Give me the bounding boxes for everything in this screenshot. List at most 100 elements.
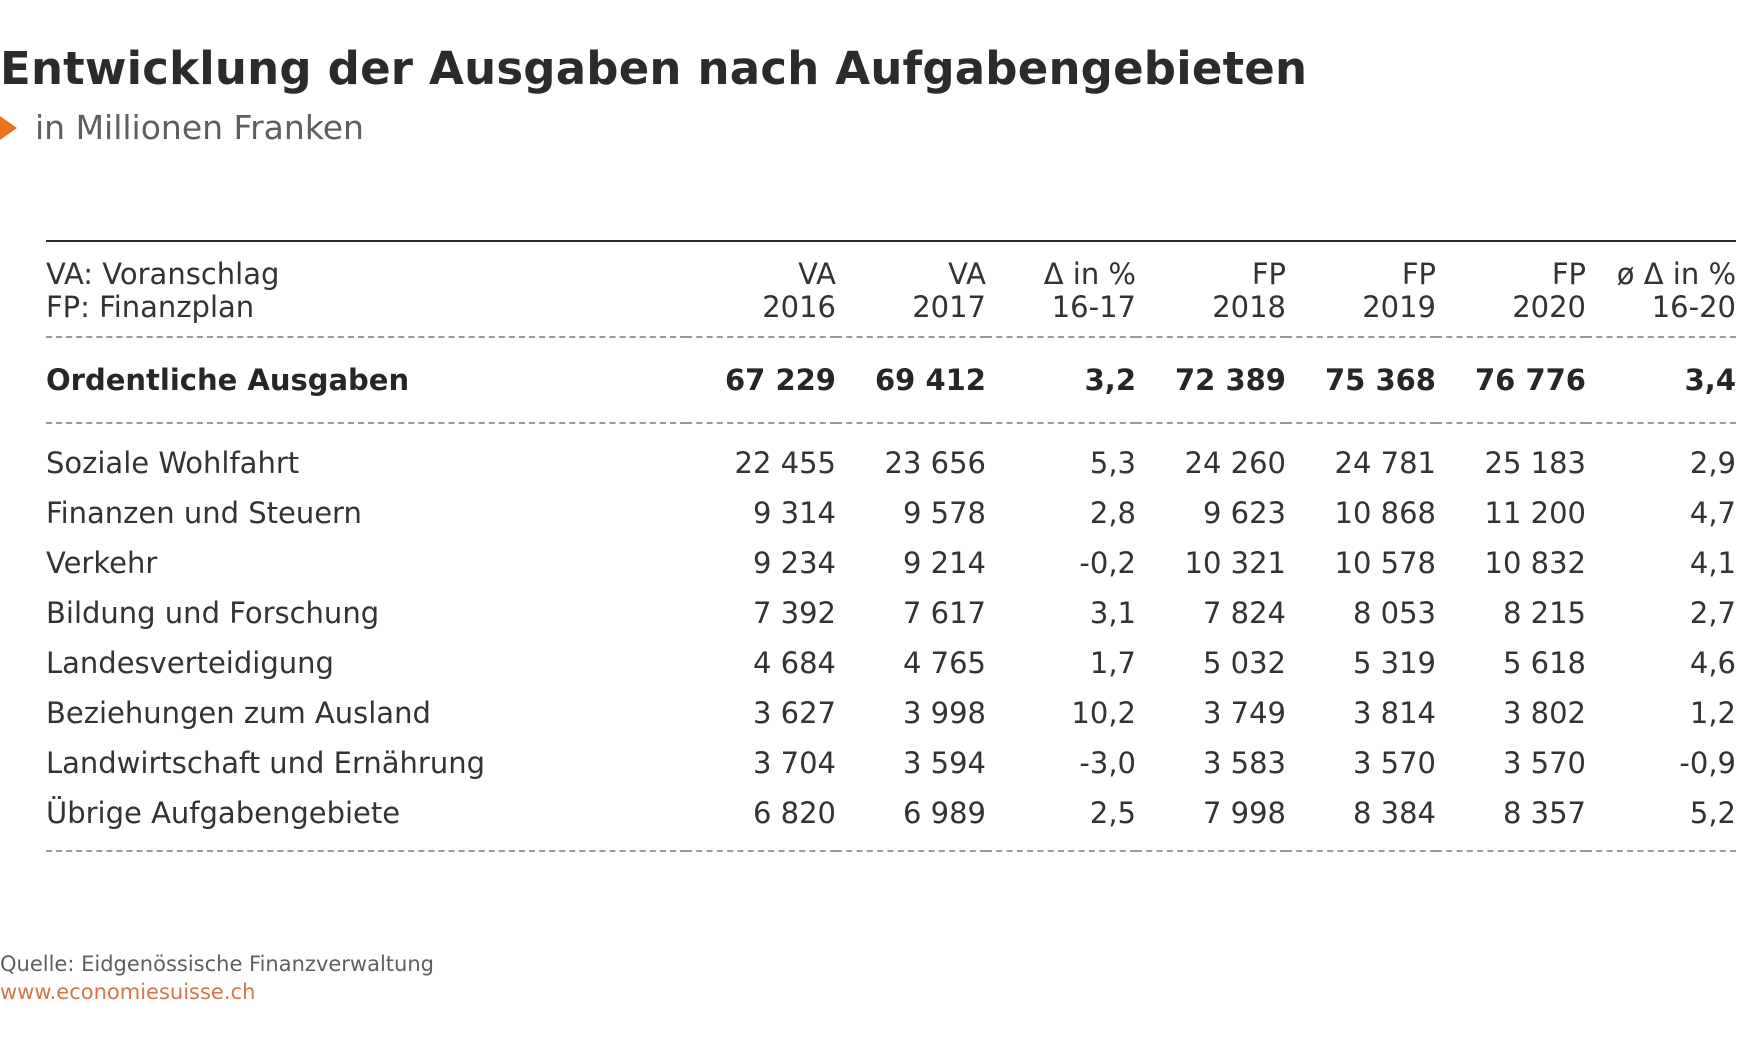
table-cell: 3,1	[1089, 596, 1136, 630]
table-row: Bildung und Forschung 7 392 7 617 3,1 7 824 8…	[46, 588, 1736, 638]
table-cell: 7 998	[1136, 788, 1286, 852]
total-cell: 69 412	[836, 337, 986, 424]
table-cell: 4 765	[902, 646, 986, 680]
table-cell: 7 392	[752, 596, 836, 630]
column-header-fp-2018: FP 2018	[1136, 241, 1286, 338]
table-cell: 8 215	[1502, 596, 1586, 630]
triangle-right-icon	[0, 115, 17, 140]
table-cell: 2,9	[1689, 446, 1736, 480]
table-cell: 3 802	[1502, 696, 1586, 730]
table-cell: 8 384	[1286, 788, 1436, 852]
table-row: Beziehungen zum Ausland 3 627 3 998 10,2 3 7…	[46, 688, 1736, 738]
row-label: Übrige Aufgabengebiete	[46, 788, 686, 852]
table-cell: 1,2	[1689, 696, 1736, 730]
table-cell: 9 314	[752, 496, 836, 530]
column-header-line2: 2016	[762, 290, 836, 324]
table-cell: 4 684	[752, 646, 836, 680]
table-row: Landesverteidigung 4 684 4 765 1,7 5 032 5 31…	[46, 638, 1736, 688]
column-header-line2: 2017	[912, 290, 986, 324]
table-cell: 5,2	[1586, 788, 1736, 852]
total-cell: 76 776	[1436, 337, 1586, 424]
column-header-line1: VA	[948, 257, 986, 291]
source-link[interactable]: www.economiesuisse.ch	[0, 980, 256, 1004]
column-header-va-2016: VA 2016	[686, 241, 836, 338]
chart-subtitle: in Millionen Franken	[0, 108, 364, 147]
total-label: Ordentliche Ausgaben	[46, 337, 686, 424]
table-cell: 3 998	[902, 696, 986, 730]
table-cell: 3 814	[1352, 696, 1436, 730]
column-header-line2: 2018	[1212, 290, 1286, 324]
column-header-line1: VA	[798, 257, 836, 291]
table-cell: 25 183	[1484, 446, 1586, 480]
legend-header: VA: Voranschlag FP: Finanzplan	[46, 241, 686, 338]
total-cell: 3,4	[1586, 337, 1736, 424]
expenditure-table: VA: Voranschlag FP: Finanzplan VA 2016 V…	[46, 240, 1736, 852]
column-header-va-2017: VA 2017	[836, 241, 986, 338]
column-header-avg-delta-16-20: ø Δ in % 16-20	[1586, 241, 1736, 338]
table-cell: 5 319	[1352, 646, 1436, 680]
table-cell: -0,2	[1079, 546, 1136, 580]
table-cell: 2,5	[986, 788, 1136, 852]
table-cell: 10,2	[1071, 696, 1136, 730]
legend-fp: FP: Finanzplan	[46, 290, 255, 324]
table-cell: 4,7	[1689, 496, 1736, 530]
column-header-line2: 16-20	[1651, 290, 1736, 324]
row-label: Landesverteidigung	[46, 646, 334, 680]
table-cell: 1,7	[1089, 646, 1136, 680]
total-cell: 3,2	[986, 337, 1136, 424]
row-label: Verkehr	[46, 546, 158, 580]
table-row: Übrige Aufgabengebiete 6 820 6 989 2,5 7 998…	[46, 788, 1736, 852]
column-header-line1: FP	[1251, 257, 1286, 291]
table-cell: 5 032	[1202, 646, 1286, 680]
column-header-delta-16-17: Δ in % 16-17	[986, 241, 1136, 338]
table-cell: 4,6	[1689, 646, 1736, 680]
table-cell: 7 824	[1202, 596, 1286, 630]
table-cell: -3,0	[1079, 746, 1136, 780]
table-cell: 8 357	[1436, 788, 1586, 852]
table-header-row: VA: Voranschlag FP: Finanzplan VA 2016 V…	[46, 241, 1736, 338]
table-cell: 10 832	[1484, 546, 1586, 580]
table-cell: 9 214	[902, 546, 986, 580]
table-cell: 5,3	[1089, 446, 1136, 480]
table-cell: 3 594	[902, 746, 986, 780]
table-row: Soziale Wohlfahrt 22 455 23 656 5,3 24 260 24…	[46, 423, 1736, 488]
table-cell: 6 989	[836, 788, 986, 852]
table-cell: -0,9	[1679, 746, 1736, 780]
column-header-fp-2019: FP 2019	[1286, 241, 1436, 338]
chart-subtitle-text: in Millionen Franken	[35, 108, 364, 147]
column-header-line2: 2019	[1362, 290, 1436, 324]
column-header-line1: Δ in %	[1043, 257, 1136, 291]
table-cell: 3 627	[752, 696, 836, 730]
table-cell: 23 656	[884, 446, 986, 480]
row-label: Finanzen und Steuern	[46, 496, 362, 530]
table-cell: 6 820	[686, 788, 836, 852]
table-row: Finanzen und Steuern 9 314 9 578 2,8 9 623 10…	[46, 488, 1736, 538]
table-cell: 3 749	[1202, 696, 1286, 730]
table-cell: 4,1	[1689, 546, 1736, 580]
row-label: Soziale Wohlfahrt	[46, 446, 300, 480]
column-header-line2: 2020	[1512, 290, 1586, 324]
table-cell: 9 623	[1202, 496, 1286, 530]
total-cell: 72 389	[1136, 337, 1286, 424]
table-cell: 7 617	[902, 596, 986, 630]
table-cell: 3 583	[1202, 746, 1286, 780]
row-label: Bildung und Forschung	[46, 596, 380, 630]
table-cell: 2,7	[1689, 596, 1736, 630]
table-cell: 11 200	[1484, 496, 1586, 530]
table-row: Landwirtschaft und Ernährung 3 704 3 594 -3…	[46, 738, 1736, 788]
table-cell: 9 234	[752, 546, 836, 580]
column-header-fp-2020: FP 2020	[1436, 241, 1586, 338]
table-cell: 8 053	[1352, 596, 1436, 630]
source-note: Quelle: Eidgenössische Finanzverwaltung	[0, 952, 434, 976]
table-cell: 10 868	[1334, 496, 1436, 530]
table-cell: 24 781	[1334, 446, 1436, 480]
table-row: Verkehr 9 234 9 214 -0,2 10 321 10 578 10 832 4…	[46, 538, 1736, 588]
total-cell: 75 368	[1286, 337, 1436, 424]
table-cell: 10 578	[1334, 546, 1436, 580]
column-header-line2: 16-17	[1051, 290, 1136, 324]
table-cell: 9 578	[902, 496, 986, 530]
table-cell: 24 260	[1184, 446, 1286, 480]
row-label: Beziehungen zum Ausland	[46, 696, 431, 730]
category-rows: Soziale Wohlfahrt 22 455 23 656 5,3 24 260 24…	[46, 423, 1736, 852]
chart-title: Entwicklung der Ausgaben nach Aufgabenge…	[0, 42, 1308, 95]
